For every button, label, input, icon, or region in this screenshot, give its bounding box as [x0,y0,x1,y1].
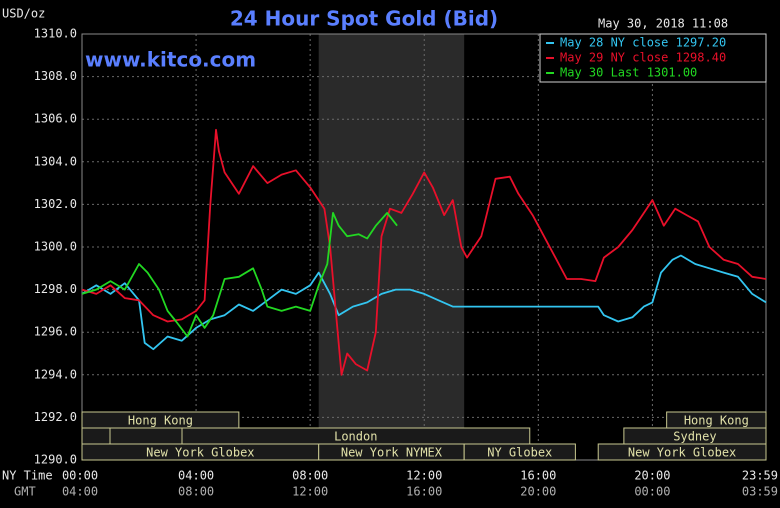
session-label: London [334,430,377,444]
session-bar [463,443,576,461]
line-layer [81,128,767,376]
y-tick-label: 1292.0 [34,410,77,424]
x-tick-label: 00:00 [62,469,98,483]
x2-tick-label: 20:00 [520,485,556,499]
x2-row-label: GMT [14,485,36,499]
y-tick-label: 1310.0 [34,27,77,41]
price-line [81,128,767,376]
x2-tick-label: 16:00 [406,485,442,499]
unit-label: USD/oz [2,7,45,21]
session-label: Hong Kong [128,414,193,428]
y-tick-label: 1306.0 [34,112,77,126]
y-tick-label: 1290.0 [34,453,77,467]
watermark: www.kitco.com [85,48,256,72]
session-box [109,427,183,445]
legend-label: May 29 NY close 1298.40 [560,51,726,65]
legend-box [539,33,767,83]
x2-tick-label: 00:00 [634,485,670,499]
session-label: New York Globex [146,446,254,460]
y-tick-label: 1300.0 [34,240,77,254]
x2-tick-label: 04:00 [62,485,98,499]
session-layer: Hong Kong Hong Kong London Sydney New York G… [81,411,767,461]
y-tick-label: 1302.0 [34,197,77,211]
y-tick-label: 1304.0 [34,154,77,168]
x-row-label: NY Time [2,469,53,483]
price-line [81,212,398,338]
label-layer: 1290.0 1292.0 1294.0 1296.0 1298.0 1300.0 1302… [34,27,778,499]
x2-tick-label: 03:59 [742,485,778,499]
y-tick-label: 1298.0 [34,282,77,296]
x-tick-label: 16:00 [520,469,556,483]
chart-title: 24 Hour Spot Gold (Bid) [230,7,498,31]
legend-label: May 28 NY close 1297.20 [560,36,726,50]
session-label: NY Globex [487,446,552,460]
session-box [81,427,111,445]
session-label: Sydney [673,430,716,444]
x2-tick-label: 12:00 [292,485,328,499]
session-label: Hong Kong [684,414,749,428]
x-tick-label: 12:00 [406,469,442,483]
session-label: New York NYMEX [341,446,443,460]
x2-tick-label: 08:00 [178,485,214,499]
x-tick-label: 04:00 [178,469,214,483]
x-tick-label: 20:00 [634,469,670,483]
timestamp: May 30, 2018 11:08 [598,17,728,31]
session-label: New York Globex [628,446,736,460]
price-line [81,254,767,351]
y-tick-label: 1294.0 [34,367,77,381]
x-tick-label: 08:00 [292,469,328,483]
legend-label: May 30 Last 1301.00 [560,66,697,80]
session-bar [597,443,767,461]
y-tick-label: 1308.0 [34,69,77,83]
y-tick-label: 1296.0 [34,325,77,339]
x-tick-label: 23:59 [742,469,778,483]
